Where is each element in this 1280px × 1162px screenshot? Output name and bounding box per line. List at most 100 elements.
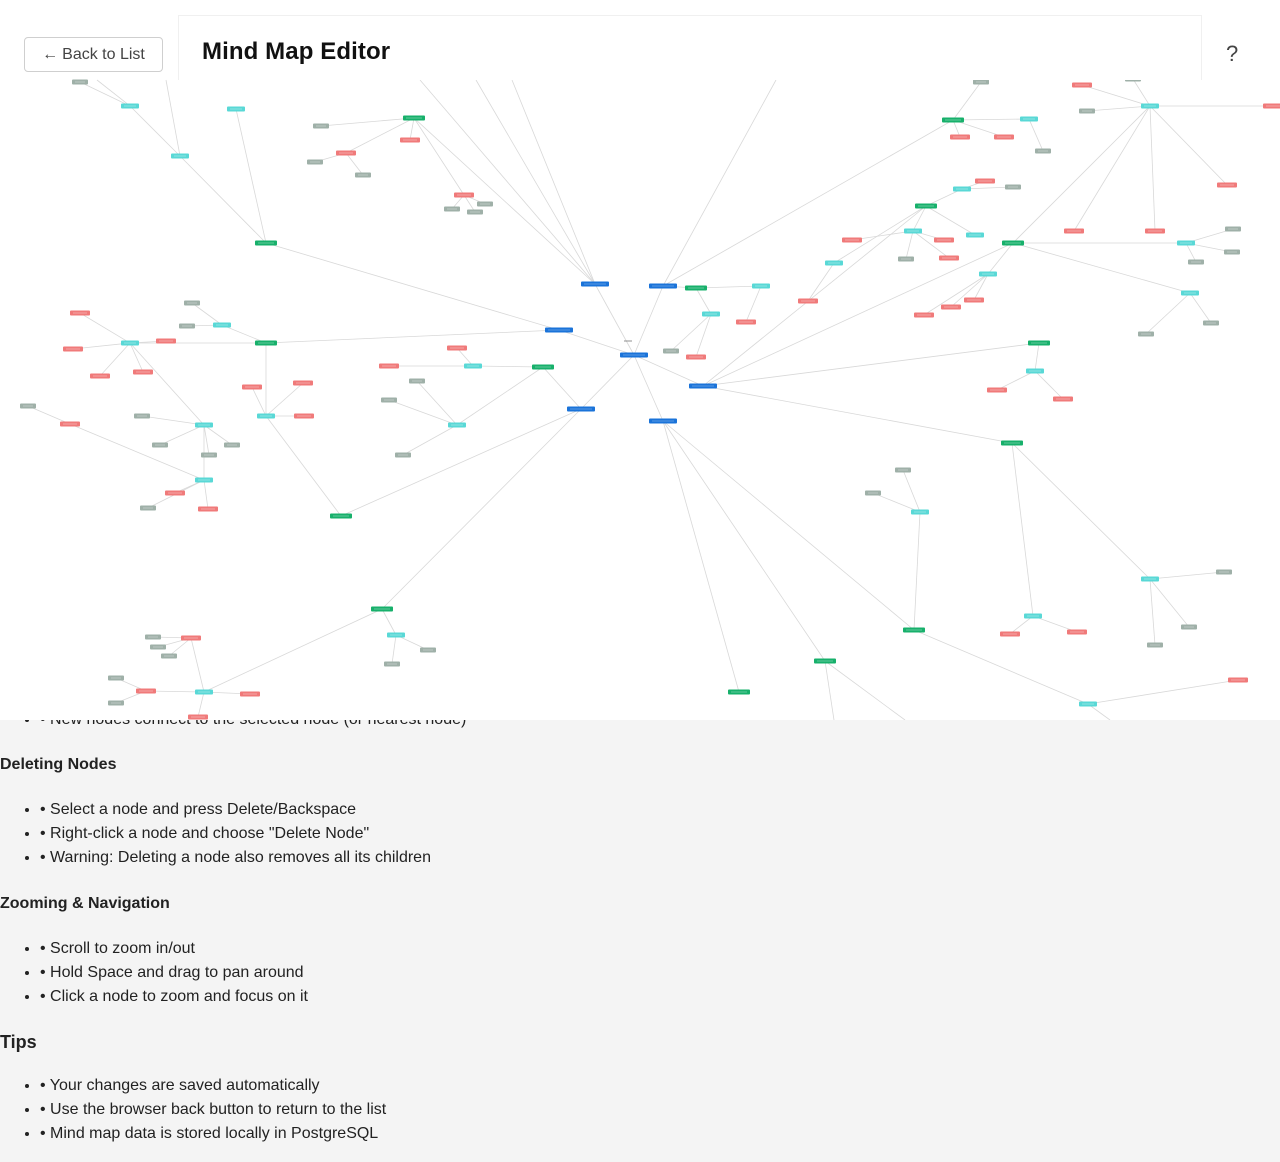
section-title-deleting-nodes: Deleting Nodes	[0, 756, 117, 773]
edge-line	[27, 405, 71, 425]
edge-line	[925, 205, 976, 236]
edge-line	[141, 415, 205, 426]
edge-line	[952, 81, 982, 121]
edge-line	[381, 608, 397, 636]
help-item: • Your changes are saved automatically	[40, 1074, 386, 1098]
help-item: • Hold Space and drag to pan around	[40, 961, 308, 985]
edge-line	[159, 424, 205, 446]
edge-line	[179, 155, 267, 244]
edge-line	[1149, 105, 1156, 232]
edge-line	[388, 399, 458, 426]
edge-line	[662, 420, 915, 631]
help-item: • Mind map data is stored locally in Pos…	[40, 1122, 386, 1146]
edge-line	[702, 205, 927, 387]
edge-line	[923, 273, 989, 316]
edge-line	[221, 324, 267, 344]
edge-line	[265, 415, 342, 517]
edge-line	[872, 492, 921, 513]
edge-line	[1149, 578, 1190, 628]
edge-line	[69, 423, 205, 481]
zooming-navigation-list: • Scroll to zoom in/out • Hold Space and…	[0, 937, 308, 1009]
edge-line	[905, 230, 914, 260]
edge-line	[345, 117, 415, 154]
edge-line	[695, 313, 712, 358]
help-item: • Use the browser back button to return …	[40, 1098, 386, 1122]
edge-line	[1012, 105, 1151, 244]
edge-line	[190, 637, 205, 693]
edge-line	[413, 117, 596, 285]
edge-line	[456, 347, 474, 367]
edge-line	[833, 205, 927, 264]
edge-line	[594, 283, 635, 356]
edge-line	[345, 152, 364, 176]
edge-line	[413, 117, 465, 196]
edge-line	[456, 366, 544, 426]
back-to-list-button[interactable]: ← Back to List	[24, 37, 163, 72]
edge-line	[745, 285, 762, 323]
help-item: • Click a node to zoom and focus on it	[40, 985, 308, 1009]
edge-line	[1132, 78, 1151, 107]
edge-line	[419, 79, 596, 285]
tips-list: • Your changes are saved automatically •…	[0, 1074, 386, 1146]
edge-line	[203, 424, 210, 456]
edge-line	[1034, 342, 1040, 372]
edge-line	[251, 386, 267, 417]
edge-line	[913, 511, 921, 631]
section-title-zooming-navigation: Zooming & Navigation	[0, 895, 170, 912]
help-icon[interactable]: ?	[1226, 41, 1239, 66]
edge-line	[99, 342, 131, 377]
edge-line	[340, 408, 582, 517]
help-item: • Scroll to zoom in/out	[40, 937, 308, 961]
edge-line	[558, 329, 635, 356]
edge-line	[1189, 292, 1212, 324]
edge-line	[695, 287, 712, 315]
edge-line	[416, 380, 458, 426]
edge-line	[987, 242, 1014, 275]
back-to-list-label: Back to List	[62, 45, 145, 63]
edge-line	[913, 629, 1089, 705]
edge-line	[1087, 679, 1239, 705]
edge-line	[203, 479, 209, 510]
edge-line	[702, 342, 1040, 387]
edge-line	[475, 79, 596, 285]
edge-line	[96, 79, 131, 107]
edge-line	[952, 119, 1005, 138]
edge-line	[265, 242, 560, 331]
edge-line	[402, 424, 458, 456]
edges-group	[27, 78, 1273, 720]
edge-line	[1185, 242, 1197, 263]
edge-line	[1012, 242, 1191, 294]
edge-line	[633, 354, 664, 422]
edge-line	[129, 342, 144, 373]
edge-line	[952, 118, 1030, 121]
edge-line	[662, 420, 740, 693]
mind-map-graph[interactable]	[0, 0, 1280, 720]
edge-line	[165, 79, 181, 157]
nodes-group[interactable]	[20, 76, 1280, 720]
edge-line	[702, 385, 1013, 444]
edge-line	[1149, 571, 1225, 580]
edge-line	[1086, 105, 1151, 112]
edge-line	[542, 366, 582, 410]
edge-line	[662, 420, 826, 662]
edge-line	[265, 329, 560, 344]
edge-line	[511, 79, 596, 285]
page-title: Mind Map Editor	[202, 38, 391, 65]
edge-line	[79, 312, 131, 344]
edge-line	[807, 262, 835, 302]
help-item: • Right-click a node and choose "Delete …	[40, 822, 431, 846]
mind-map-canvas[interactable]	[0, 0, 1280, 720]
edge-line	[1081, 84, 1151, 107]
edge-line	[824, 660, 906, 720]
deleting-nodes-list: • Select a node and press Delete/Backspa…	[0, 798, 431, 870]
edge-line	[1032, 615, 1078, 633]
edge-line	[952, 119, 961, 138]
edge-line	[912, 230, 950, 259]
edge-line	[129, 105, 181, 157]
edge-line	[1011, 442, 1034, 617]
edge-line	[1034, 370, 1064, 400]
edge-line	[1149, 578, 1156, 646]
header-panel	[178, 15, 1202, 80]
edge-line	[320, 117, 415, 127]
edge-line	[235, 108, 267, 244]
